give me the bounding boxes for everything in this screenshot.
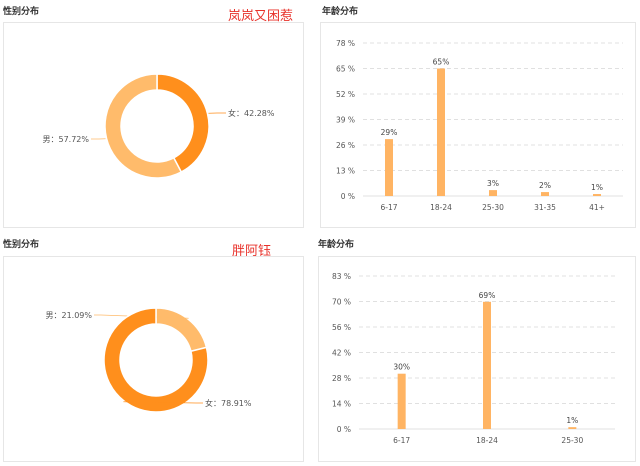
pie-slice-label: 男：21.09% [45,311,92,320]
pie-slice-label: 女：78.91% [205,398,252,408]
bar-41+ [593,194,601,196]
gender-pie-2: 男：21.09% 女：78.91% [45,307,252,413]
x-tick-label: 31-35 [534,203,556,212]
pie-slice-男 [104,73,183,179]
y-tick-label: 65 % [336,65,355,74]
y-tick-label: 70 % [332,298,351,307]
y-tick-label: 28 % [332,374,351,383]
gender-chart-2-title: 性别分布 [3,240,40,250]
y-tick-label: 83 % [332,272,351,281]
gender-chart-2-tag: 胖阿钰 [232,244,272,259]
y-tick-label: 26 % [336,141,355,150]
bar-25-30 [568,427,577,429]
age-chart-1-title: 年龄分布 [322,7,359,17]
bar-value-label: 2% [539,181,551,190]
y-tick-label: 42 % [332,349,351,358]
bar-value-label: 65% [433,58,450,67]
bar-25-30 [489,190,497,196]
pie-slice-女 [156,73,210,174]
bar-value-label: 69% [479,291,496,300]
y-tick-label: 56 % [332,323,351,332]
x-tick-label: 41+ [589,203,605,212]
bar-value-label: 1% [566,416,578,425]
bar-18-24 [437,68,445,196]
bar-value-label: 1% [591,183,603,192]
bar-6-17 [397,373,406,429]
y-tick-label: 78 % [336,39,355,48]
bar-value-label: 29% [381,128,398,137]
x-tick-label: 25-30 [561,436,583,445]
age-bar-2: 0 % 14 % 28 % 42 % 56 % 70 % 83 % 30% 6-17 69% 18-… [332,272,615,445]
gender-chart-1-panel: 女：42.28% 男：57.72% [3,22,304,228]
bar-value-label: 3% [487,179,499,188]
gender-chart-2-panel: 男：21.09% 女：78.91% [3,256,304,462]
y-tick-label: 0 % [341,192,355,201]
age-chart-2-panel: 0 % 14 % 28 % 42 % 56 % 70 % 83 % 30% 6-17 69% 18-… [318,256,636,462]
bar-6-17 [385,139,393,196]
bar-18-24 [483,301,491,429]
pie-leader-line [123,401,203,404]
y-tick-label: 39 % [336,116,355,125]
y-tick-label: 52 % [336,90,355,99]
x-tick-label: 6-17 [380,203,397,212]
gender-pie-1: 女：42.28% 男：57.72% [42,73,275,179]
gender-chart-1-title: 性别分布 [3,7,40,17]
pie-slice-label: 女：42.28% [228,108,275,118]
age-chart-1-panel: 0 % 13 % 26 % 39 % 52 % 65 % 78 % 29% 6-17 65% 18-… [320,22,636,228]
bar-31-35 [541,192,549,196]
x-tick-label: 25-30 [482,203,504,212]
pie-slice-女 [103,307,209,413]
pie-leader-line [94,314,189,319]
age-chart-2-title: 年龄分布 [318,240,355,250]
y-tick-label: 13 % [336,167,355,176]
gender-chart-1-tag: 岚岚又困惹 [228,9,294,24]
pie-slice-label: 男：57.72% [42,135,89,144]
pie-slice-男 [155,307,208,353]
x-tick-label: 18-24 [476,436,498,445]
y-tick-label: 0 % [337,425,351,434]
y-tick-label: 14 % [332,400,351,409]
age-bar-1: 0 % 13 % 26 % 39 % 52 % 65 % 78 % 29% 6-17 65% 18-… [336,39,623,212]
bar-value-label: 30% [393,363,410,372]
x-tick-label: 6-17 [393,436,410,445]
x-tick-label: 18-24 [430,203,452,212]
